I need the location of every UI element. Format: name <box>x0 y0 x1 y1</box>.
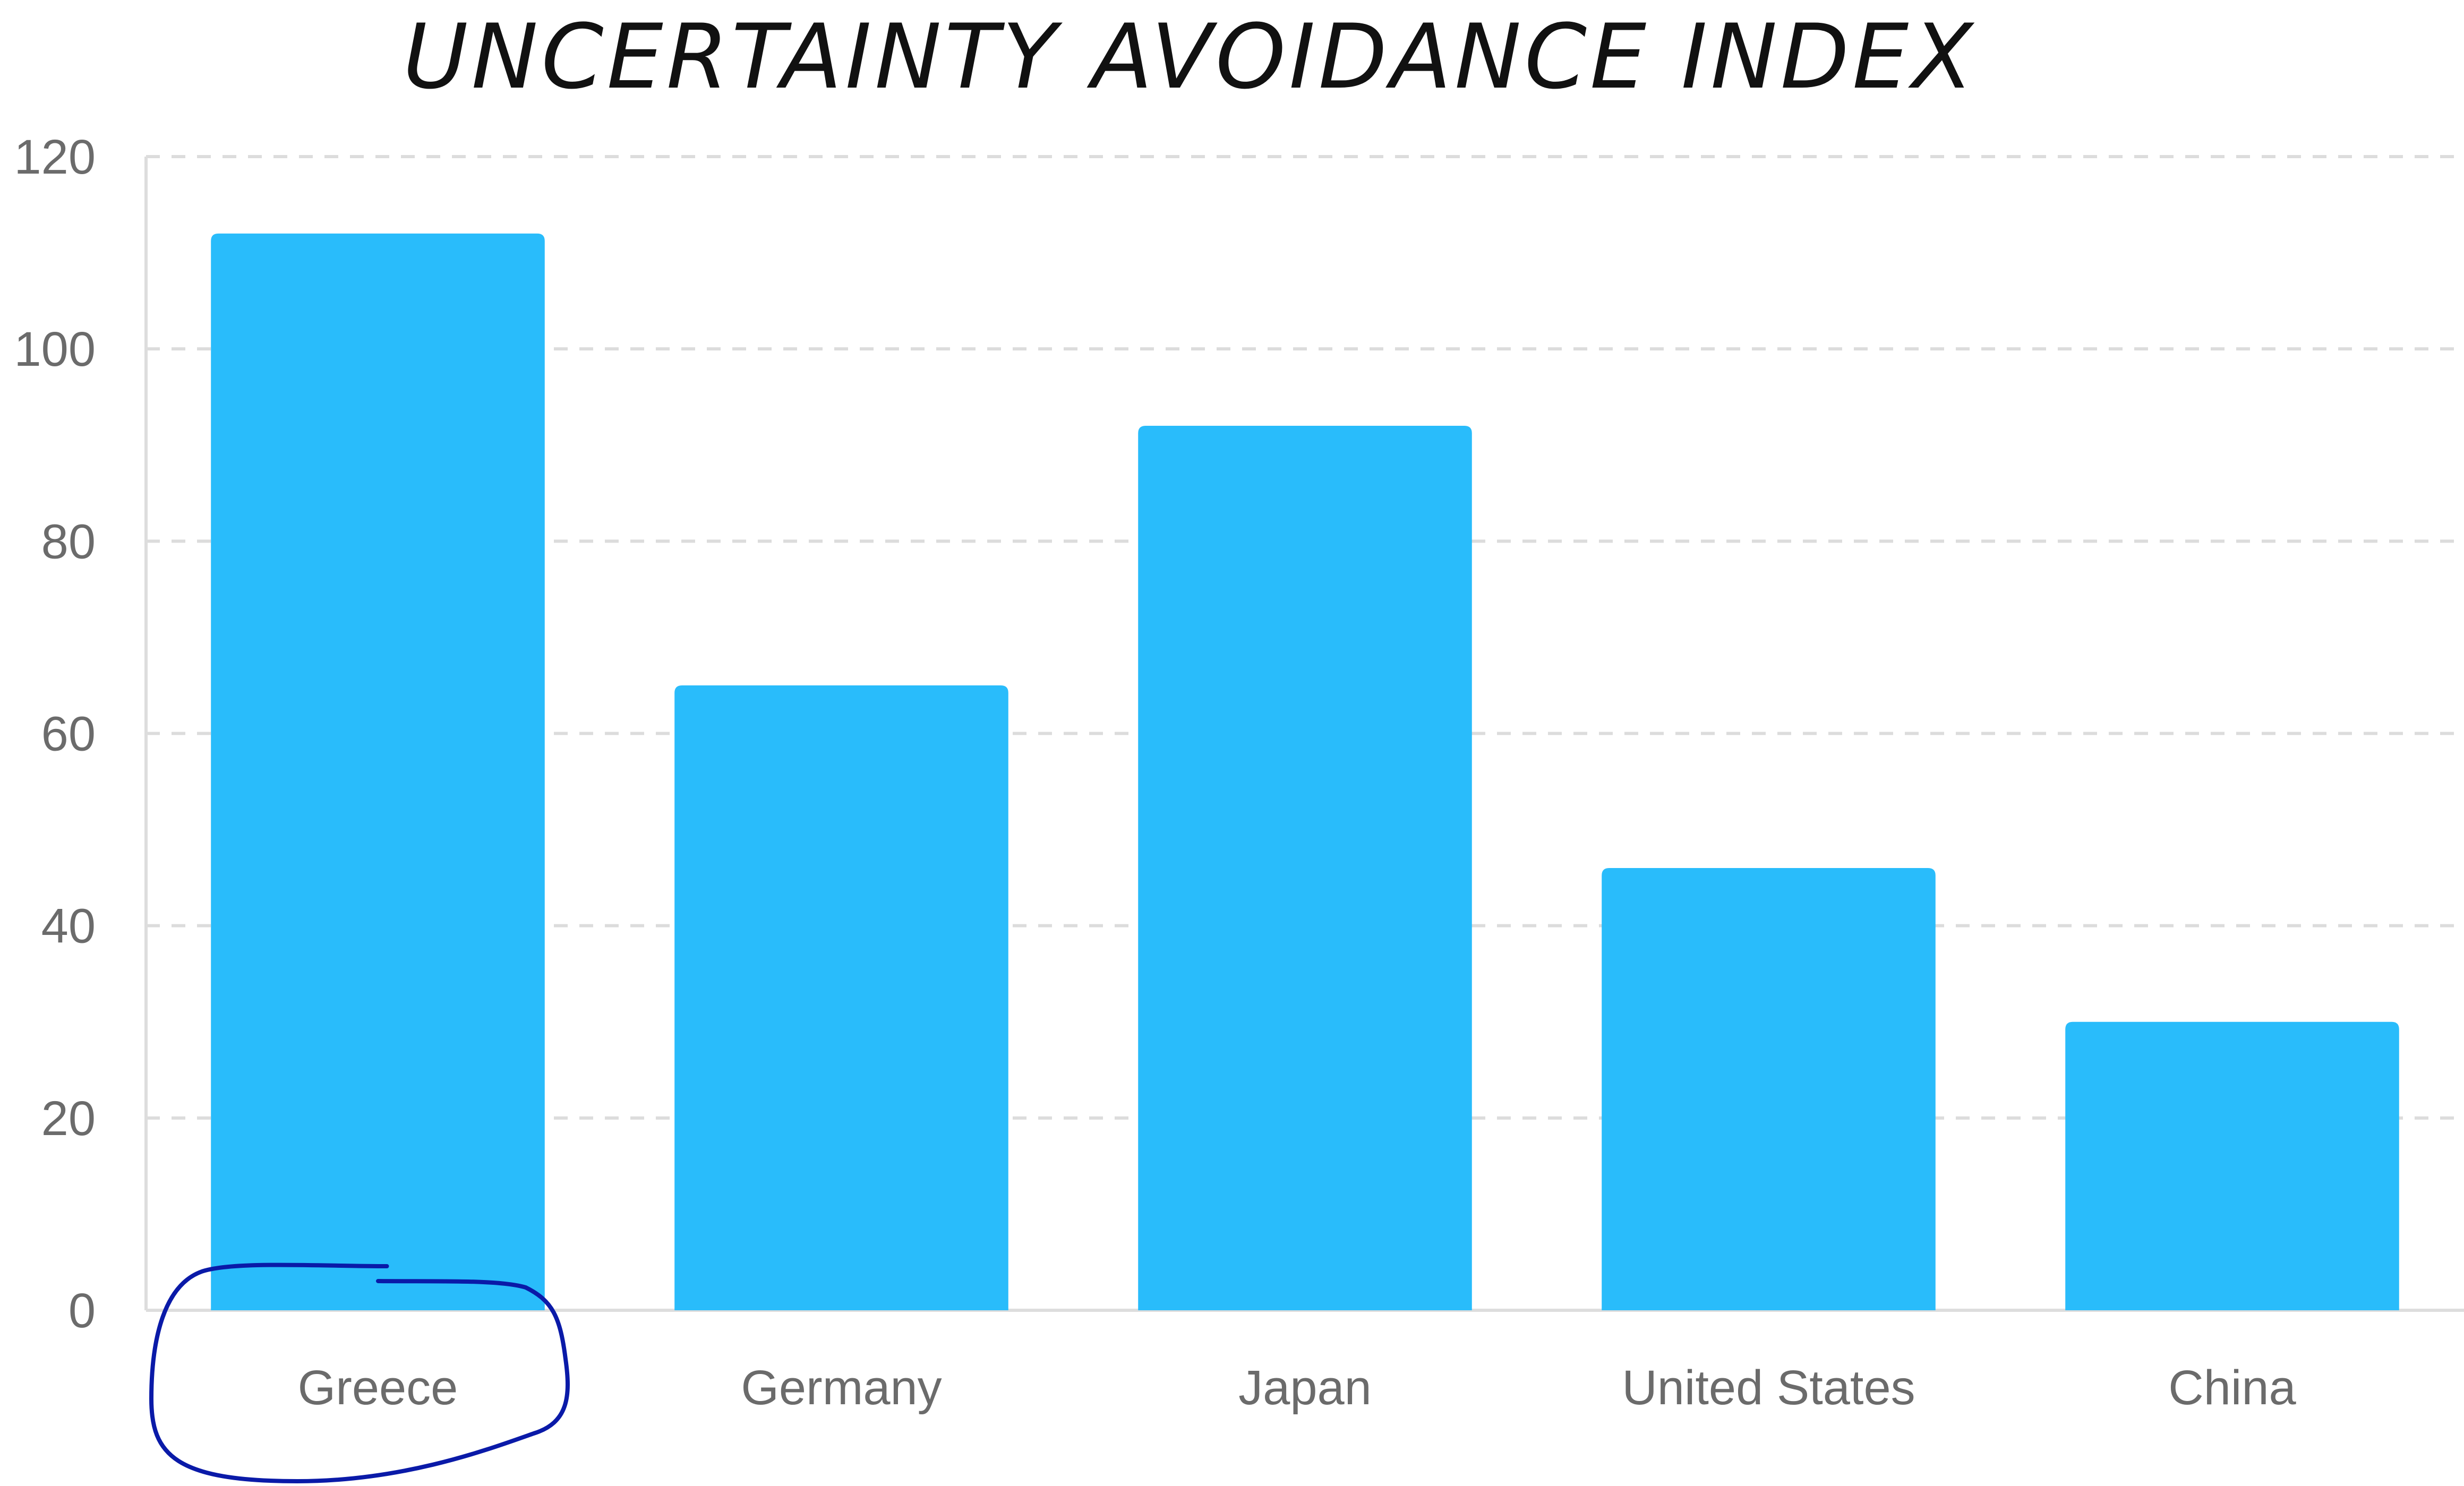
y-tick-label: 60 <box>41 707 96 761</box>
bar-greece <box>211 233 545 1310</box>
y-tick-label: 120 <box>14 130 96 184</box>
y-tick-label: 40 <box>41 899 96 954</box>
x-tick-label: Germany <box>741 1361 942 1415</box>
y-tick-label: 20 <box>41 1092 96 1146</box>
hand-drawn-circle <box>149 1262 570 1483</box>
bar-germany <box>674 685 1008 1310</box>
x-tick-label: Japan <box>1238 1361 1372 1415</box>
x-axis-labels: Greece Germany Japan United States China <box>298 1361 2297 1415</box>
chart-title: UNCERTAINTY AVOIDANCE INDEX <box>403 5 1977 109</box>
y-tick-label: 0 <box>69 1284 96 1338</box>
y-tick-label: 100 <box>14 322 96 376</box>
y-axis: 0 20 40 60 80 100 120 <box>14 130 148 1338</box>
x-tick-label: China <box>2168 1361 2296 1415</box>
bar-japan <box>1138 426 1472 1310</box>
x-tick-label: Greece <box>298 1361 458 1415</box>
bar-united-states <box>1602 868 1936 1310</box>
bar-china <box>2065 1021 2399 1310</box>
y-tick-label: 80 <box>41 514 96 569</box>
x-tick-label: United States <box>1622 1361 1915 1415</box>
greece-annotation <box>149 1262 570 1483</box>
bars <box>211 233 2399 1310</box>
